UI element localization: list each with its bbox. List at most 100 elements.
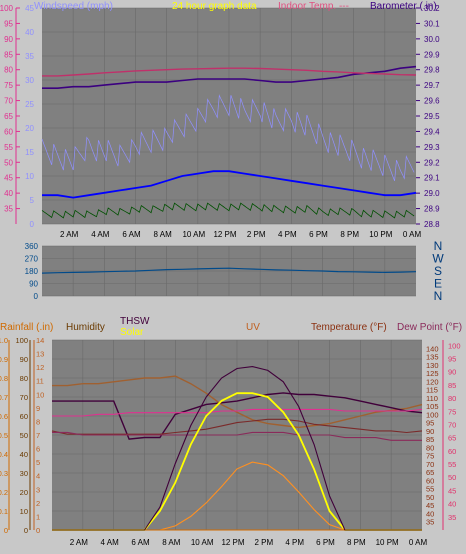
- dew-point-tick-label: 45: [448, 486, 456, 495]
- humidity-tick-label: 80: [20, 374, 28, 383]
- wind-chart-series: [41, 65, 417, 219]
- x-tick-label: 6 PM: [316, 538, 335, 547]
- compass-point-label: S: [434, 264, 442, 278]
- x-tick-label: 4 PM: [285, 538, 304, 547]
- humidity-tick-label: 40: [20, 450, 28, 459]
- series-line: [42, 65, 417, 89]
- series-line: [41, 202, 415, 219]
- humidity-tick-label: 0: [24, 526, 28, 535]
- x-tick-label: 10 PM: [376, 538, 399, 547]
- humidity-tick-label: 60: [20, 412, 28, 421]
- temperature-tick-label: 85: [426, 435, 434, 444]
- direction-chart-grid: [42, 245, 416, 297]
- x-tick-label: 6 PM: [309, 230, 328, 239]
- indoor-temp-tick-label: 85: [4, 50, 13, 59]
- chart-title: 24 hour graph data: [172, 1, 257, 12]
- uv-tick-label: 6: [36, 445, 40, 454]
- windspeed-tick-label: 35: [25, 52, 34, 61]
- temperature-tick-label: 80: [426, 443, 434, 452]
- temperature-tick-label: 70: [426, 460, 434, 469]
- solar-label: Solar: [120, 327, 144, 338]
- direction-degrees-axis: 0 90 180 270 360: [25, 242, 39, 301]
- dew-point-tick-label: 85: [448, 381, 456, 390]
- humidity-tick-label: 50: [20, 431, 28, 440]
- dew-point-tick-label: 75: [448, 407, 456, 416]
- x-tick-label: 2 PM: [254, 538, 273, 547]
- series-line: [52, 375, 423, 429]
- thsw-label: THSW: [120, 316, 150, 327]
- temperature-tick-label: 90: [426, 427, 434, 436]
- temperature-tick-label: 35: [426, 518, 434, 527]
- uv-tick-label: 0: [36, 526, 40, 535]
- x-tick-label: 8 PM: [340, 230, 359, 239]
- wind-chart-x-axis: 2 AM 4 AM 6 AM 8 AM 10 AM 12 PM 2 PM 4 PM 6 PM 8 …: [60, 230, 421, 239]
- indoor-temp-tick-label: 60: [4, 127, 13, 136]
- temperature-tick-label: 75: [426, 452, 434, 461]
- uv-tick-label: 13: [36, 350, 44, 359]
- temperature-tick-label: 110: [426, 394, 438, 403]
- temperature-tick-label: 45: [426, 501, 434, 510]
- indoor-temp-tick-label: 70: [4, 97, 13, 106]
- humidity-tick-label: 10: [20, 507, 28, 516]
- temperature-tick-label: 130: [426, 361, 439, 370]
- series-line: [52, 392, 423, 440]
- temperature-tick-label: 135: [426, 353, 439, 362]
- uv-tick-label: 12: [36, 363, 44, 372]
- rainfall-tick-label: 0.7: [0, 393, 8, 402]
- temperature-tick-label: 95: [426, 419, 434, 428]
- barometer-tick-label: 29.2: [424, 158, 440, 167]
- rainfall-tick-label: 0: [4, 526, 8, 535]
- humidity-axis-label: Humidity: [66, 322, 105, 333]
- x-tick-label: 10 AM: [191, 538, 214, 547]
- temperature-tick-label: 100: [426, 410, 439, 419]
- dew-point-tick-label: 100: [448, 341, 461, 350]
- temperature-tick-label: 125: [426, 369, 439, 378]
- direction-tick-label: 180: [25, 267, 39, 276]
- barometer-tick-label: 29.6: [424, 97, 440, 106]
- x-tick-label: 2 AM: [60, 230, 79, 239]
- dew-point-tick-label: 55: [448, 460, 456, 469]
- barometer-tick-label: 28.8: [424, 220, 440, 229]
- barometer-tick-label: 29.1: [424, 174, 440, 183]
- rainfall-tick-label: 0.5: [0, 431, 8, 440]
- series-line: [51, 418, 423, 435]
- indoor-temp-tick-label: 55: [4, 143, 13, 152]
- indoor-temp-tick-label: 95: [4, 19, 13, 28]
- humidity-tick-label: 70: [20, 393, 28, 402]
- rainfall-tick-label: 0.8: [0, 374, 8, 383]
- temperature-tick-label: 115: [426, 386, 438, 395]
- dew-point-tick-label: 70: [448, 420, 456, 429]
- windspeed-tick-label: 30: [25, 76, 34, 85]
- uv-tick-label: 8: [36, 417, 40, 426]
- direction-tick-label: 360: [25, 242, 39, 251]
- rainfall-tick-label: 1.0: [0, 336, 8, 345]
- x-tick-label: 4 AM: [101, 538, 120, 547]
- compass-point-label: N: [434, 239, 443, 253]
- wind-chart-grid: [42, 7, 416, 225]
- windspeed-tick-label: 45: [25, 4, 34, 13]
- barometer-tick-label: 28.9: [424, 205, 440, 214]
- indoor-temp-tick-label: 65: [4, 112, 13, 121]
- dew-point-tick-label: 40: [448, 500, 456, 509]
- dew-point-tick-label: 50: [448, 473, 456, 482]
- windspeed-tick-label: 10: [25, 172, 34, 181]
- uv-tick-label: 14: [36, 336, 44, 345]
- x-tick-label: 2 AM: [70, 538, 89, 547]
- series-line: [42, 170, 417, 199]
- rainfall-tick-label: 0.4: [0, 450, 8, 459]
- windspeed-tick-label: 15: [25, 148, 34, 157]
- x-tick-label: 6 AM: [131, 538, 150, 547]
- temperature-chart-x-axis: 2 AM 4 AM 6 AM 8 AM 10 AM 12 PM 2 PM 4 PM 6 PM 8 …: [70, 538, 428, 547]
- compass-point-label: W: [432, 252, 444, 266]
- barometer-tick-label: 29.0: [424, 189, 440, 198]
- dew-point-tick-label: 80: [448, 394, 456, 403]
- compass-point-label: E: [434, 277, 442, 291]
- windspeed-axis: 0 5 10 15 20 25 30 35 40 45: [25, 4, 34, 229]
- temperature-chart-axes: 00.10.20.30.40.50.60.70.80.91.0010203040…: [0, 336, 461, 535]
- barometer-tick-label: 30.2: [424, 4, 440, 13]
- rainfall-tick-label: 0.9: [0, 355, 8, 364]
- series-line: [52, 366, 422, 531]
- indoor-temp-tick-label: 40: [4, 189, 13, 198]
- series-line: [42, 67, 417, 77]
- indoor-temp-tick-label: 75: [4, 81, 13, 90]
